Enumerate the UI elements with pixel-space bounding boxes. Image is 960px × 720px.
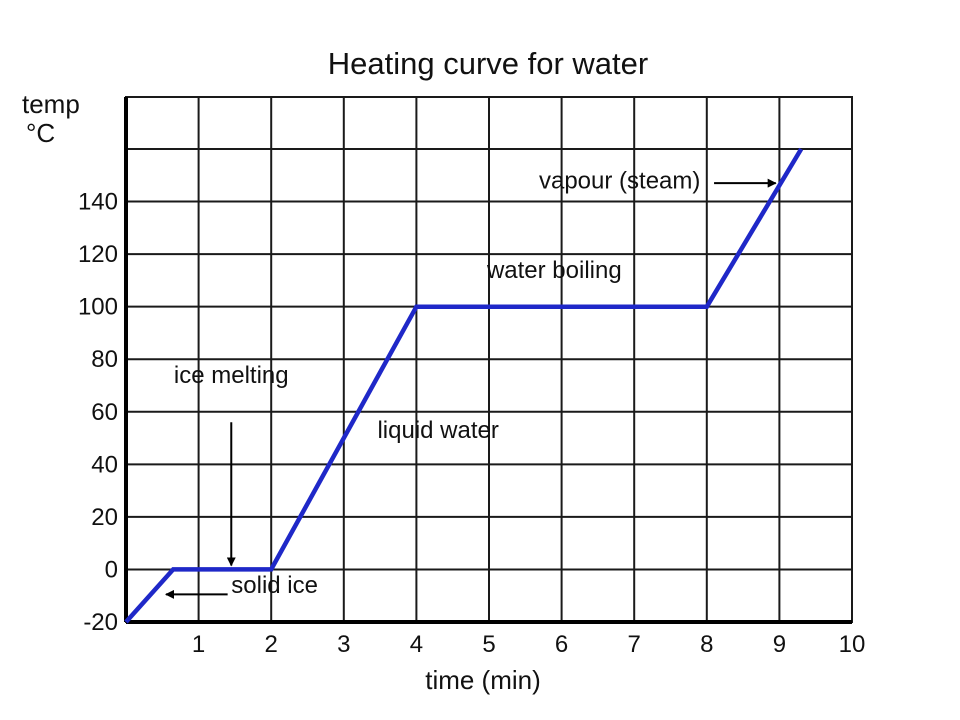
annotation-vapour-steam: vapour (steam): [539, 167, 700, 194]
x-tick-label: 9: [773, 631, 786, 658]
y-tick-label: -20: [83, 609, 118, 636]
y-tick-label: 140: [78, 189, 118, 216]
y-tick-label: 60: [91, 399, 118, 426]
y-axis-label: temp: [22, 89, 80, 119]
x-tick-label: 8: [700, 631, 713, 658]
annotation-layer: ice melting solid ice liquid water water bo…: [165, 167, 777, 599]
x-tick-label: 1: [192, 631, 205, 658]
x-tick-label: 5: [482, 631, 495, 658]
grid-layer: [126, 97, 852, 622]
y-tick-label: 40: [91, 451, 118, 478]
chart-title: Heating curve for water: [328, 46, 648, 81]
y-tick-label: 120: [78, 241, 118, 268]
x-tick-label: 7: [628, 631, 641, 658]
y-tick-label: 0: [105, 556, 118, 583]
x-tick-label: 4: [410, 631, 423, 658]
annotation-ice-melting: ice melting: [174, 362, 289, 389]
series-layer: [124, 147, 804, 624]
y-axis-unit: °C: [26, 118, 55, 148]
annotation-water-boiling: water boiling: [486, 257, 622, 284]
x-tick-label: 10: [839, 631, 866, 658]
x-tick-label: 6: [555, 631, 568, 658]
x-tick-label: 3: [337, 631, 350, 658]
x-tick-label: 2: [265, 631, 278, 658]
tick-labels: 1 2 3 4 5 6 7 8 9 10 -20 0 20 40 60 80 100 120 140: [78, 189, 865, 658]
annotation-solid-ice: solid ice: [231, 572, 318, 599]
plot-frame: [124, 96, 853, 624]
series-line-heating-curve: [124, 147, 804, 624]
annotation-liquid-water: liquid water: [377, 417, 498, 444]
y-tick-label: 20: [91, 504, 118, 531]
y-tick-label: 80: [91, 346, 118, 373]
y-tick-label: 100: [78, 294, 118, 321]
x-axis-label: time (min): [425, 665, 541, 695]
